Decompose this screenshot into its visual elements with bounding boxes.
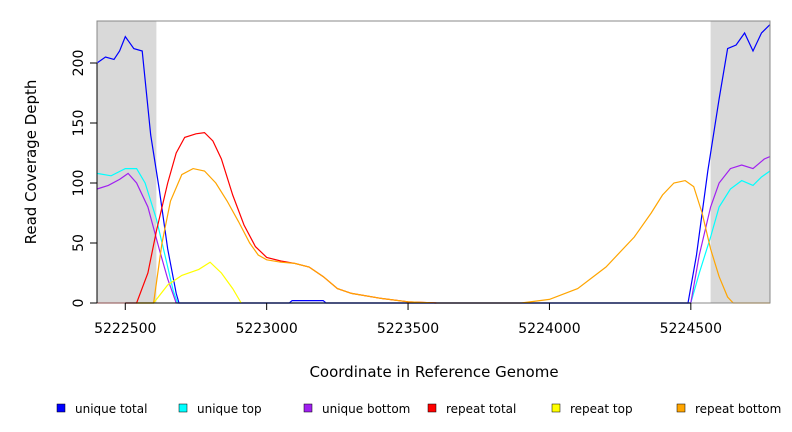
legend-swatch [303,403,313,413]
legend-label: unique total [75,402,147,416]
legend: unique total unique top unique bottom repea… [56,402,781,416]
series-line-unique-bottom [96,156,771,304]
legend-swatch [551,403,561,413]
x-tick-label: 5224500 [660,321,722,337]
plot-frame [96,20,771,304]
legend-swatch [676,403,686,413]
legend-item-repeat-top: repeat top [551,402,633,416]
y-axis-title: Read Coverage Depth [22,80,40,245]
series-line-unique-total [96,24,771,304]
y-axis: 0 50 100 150 200 [71,50,98,308]
x-axis: 5222500 5223000 5223500 5224000 5224500 [94,302,722,337]
y-tick-label: 100 [71,170,87,197]
y-tick-label: 150 [71,110,87,137]
legend-label: unique bottom [322,402,410,416]
series-line-repeat-top [136,261,242,304]
x-axis-title: Coordinate in Reference Genome [309,363,558,381]
legend-swatch [56,403,66,413]
series-line-repeat-bottom [136,167,770,304]
legend-item-unique-bottom: unique bottom [303,402,410,416]
shaded-regions [97,21,770,303]
x-tick-label: 5223000 [235,321,297,337]
legend-item-repeat-total: repeat total [427,402,516,416]
series-lines [96,24,771,304]
x-tick-label: 5224000 [518,321,580,337]
y-tick-label: 50 [71,234,87,252]
x-tick-label: 5223500 [377,321,439,337]
legend-item-repeat-bottom: repeat bottom [676,402,781,416]
legend-swatch [427,403,437,413]
shaded-region-0 [97,21,157,303]
legend-label: repeat top [570,402,633,416]
y-tick-label: 0 [71,299,87,308]
legend-swatch [178,403,188,413]
legend-label: repeat total [446,402,516,416]
y-tick-label: 200 [71,50,87,77]
legend-item-unique-total: unique total [56,402,147,416]
x-tick-label: 5222500 [94,321,156,337]
legend-label: unique top [197,402,262,416]
legend-item-unique-top: unique top [178,402,262,416]
legend-label: repeat bottom [695,402,781,416]
